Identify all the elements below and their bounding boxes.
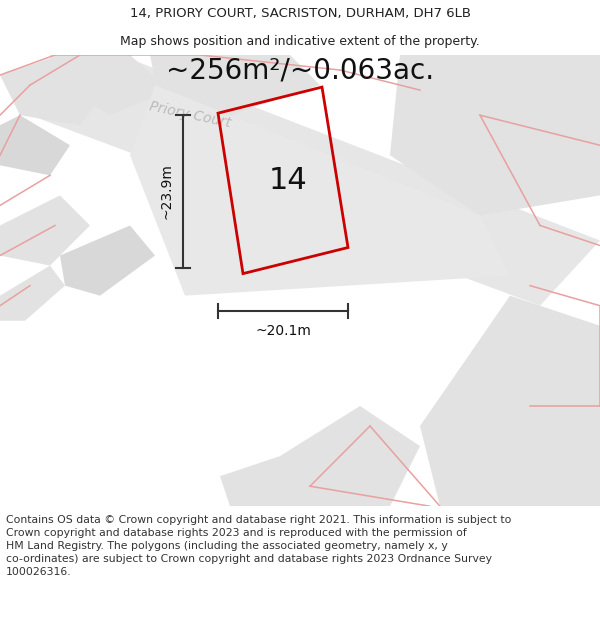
Text: 14, PRIORY COURT, SACRISTON, DURHAM, DH7 6LB: 14, PRIORY COURT, SACRISTON, DURHAM, DH7…: [130, 8, 470, 20]
Text: 14: 14: [269, 166, 307, 195]
Polygon shape: [420, 296, 600, 506]
Polygon shape: [0, 266, 65, 321]
Polygon shape: [130, 85, 510, 296]
Polygon shape: [0, 115, 70, 176]
Polygon shape: [50, 55, 170, 115]
Text: ~23.9m: ~23.9m: [160, 164, 174, 219]
Polygon shape: [60, 226, 155, 296]
Polygon shape: [150, 55, 320, 125]
Text: Map shows position and indicative extent of the property.: Map shows position and indicative extent…: [120, 35, 480, 48]
Text: ~256m²/~0.063ac.: ~256m²/~0.063ac.: [166, 56, 434, 84]
Text: ~20.1m: ~20.1m: [255, 324, 311, 338]
Polygon shape: [0, 196, 90, 266]
Polygon shape: [30, 55, 600, 306]
Polygon shape: [220, 406, 420, 506]
Text: Contains OS data © Crown copyright and database right 2021. This information is : Contains OS data © Crown copyright and d…: [6, 515, 511, 578]
Polygon shape: [390, 55, 600, 216]
Text: Priory Court: Priory Court: [148, 99, 232, 131]
Polygon shape: [0, 55, 110, 125]
